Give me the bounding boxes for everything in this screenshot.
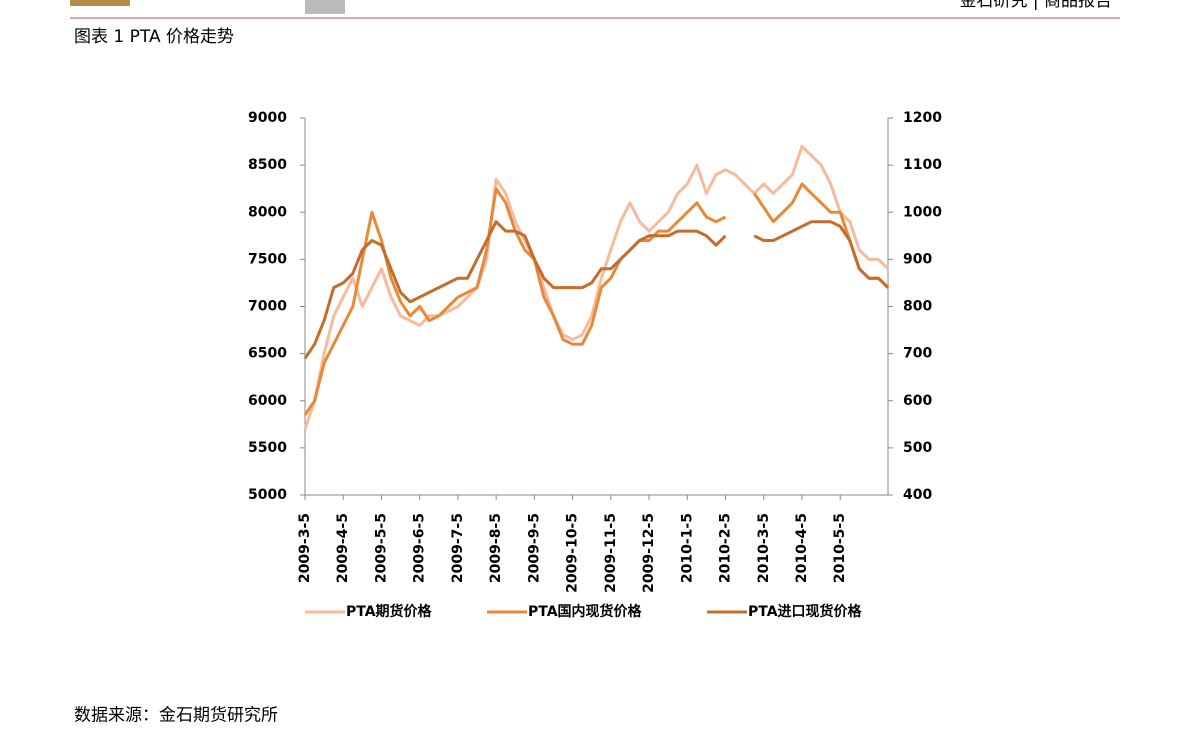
x-tick-label: 2010-3-5 bbox=[756, 513, 772, 583]
y2-tick-label: 500 bbox=[903, 440, 932, 456]
legend-label: PTA期货价格 bbox=[346, 603, 433, 620]
x-tick-label: 2009-12-5 bbox=[641, 513, 657, 593]
legend-label: PTA国内现货价格 bbox=[528, 603, 643, 620]
logo bbox=[70, 0, 130, 6]
figure-title: 图表 1 PTA 价格走势 bbox=[74, 27, 234, 47]
y2-tick-label: 400 bbox=[903, 487, 932, 503]
legend-label: PTA进口现货价格 bbox=[748, 603, 863, 620]
y2-tick-label: 1100 bbox=[903, 157, 942, 173]
x-tick-label: 2009-6-5 bbox=[412, 513, 428, 583]
x-tick-label: 2009-10-5 bbox=[565, 513, 581, 593]
y-tick-label: 9000 bbox=[248, 110, 287, 126]
x-tick-label: 2010-4-5 bbox=[794, 513, 810, 583]
y-tick-label: 7500 bbox=[248, 251, 287, 267]
x-tick-label: 2009-8-5 bbox=[488, 513, 504, 583]
x-tick-label: 2009-4-5 bbox=[335, 513, 351, 583]
x-tick-label: 2009-3-5 bbox=[297, 513, 313, 583]
series-line bbox=[303, 144, 890, 430]
y-tick-label: 6000 bbox=[248, 393, 287, 409]
logo-pattern bbox=[305, 0, 345, 14]
x-tick-label: 2009-7-5 bbox=[450, 513, 466, 583]
y-tick-label: 7000 bbox=[248, 299, 287, 315]
x-tick-label: 2009-9-5 bbox=[526, 513, 542, 583]
y-tick-label: 8000 bbox=[248, 204, 287, 220]
y-tick-label: 5500 bbox=[248, 440, 287, 456]
y-tick-label: 5000 bbox=[248, 487, 287, 503]
x-tick-label: 2009-5-5 bbox=[373, 513, 389, 583]
y-tick-label: 8500 bbox=[248, 157, 287, 173]
series-line bbox=[303, 220, 890, 360]
y2-tick-label: 1200 bbox=[903, 110, 942, 126]
source: 数据来源：金石期货研究所 bbox=[74, 706, 278, 726]
y2-tick-label: 800 bbox=[903, 299, 932, 315]
x-tick-label: 2010-1-5 bbox=[679, 513, 695, 583]
x-tick-label: 2009-11-5 bbox=[603, 513, 619, 593]
y2-tick-label: 900 bbox=[903, 251, 932, 267]
y-tick-label: 6500 bbox=[248, 346, 287, 362]
header-text: 金石研究 | 商品报告 bbox=[959, 0, 1112, 11]
y2-tick-label: 700 bbox=[903, 346, 932, 362]
x-tick-label: 2010-2-5 bbox=[718, 513, 734, 583]
x-tick-label: 2010-5-5 bbox=[832, 513, 848, 583]
y2-tick-label: 600 bbox=[903, 393, 932, 409]
y2-tick-label: 1000 bbox=[903, 204, 942, 220]
